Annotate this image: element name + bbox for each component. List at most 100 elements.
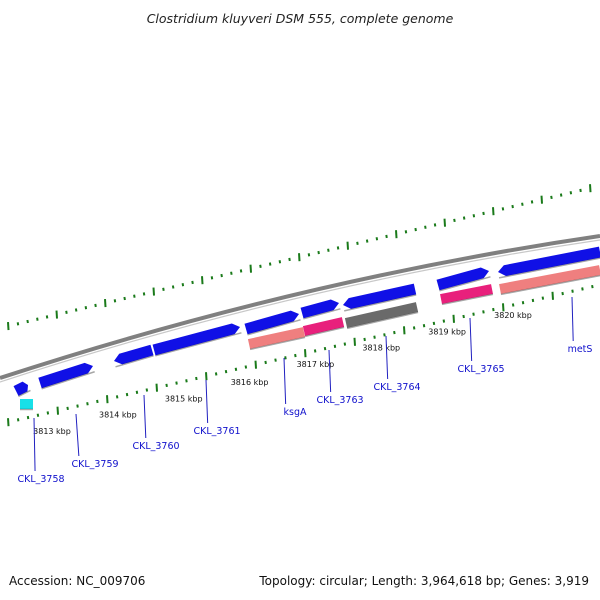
kbp-label: 3818 kbp [362,344,400,353]
tick-mark [171,285,175,289]
tick-mark [239,269,243,273]
gene-ckl-3765-forward [436,267,491,292]
tick-mark [294,353,297,358]
tick-mark [492,207,495,216]
gene-ckl-3758-reverse-body [20,399,33,409]
leader-line [75,413,80,457]
tick-mark [16,322,20,326]
gene-ckl-3764-reverse-body [344,302,419,328]
gene-ckl-3764-forward-body [343,283,417,309]
tick-mark [145,388,149,392]
tick-mark [244,365,248,369]
tick-mark [65,310,68,314]
gene-label-ckl-3763: CKL_3763 [316,395,363,406]
tick-mark [125,392,129,397]
gene-ckl-3759-forward [38,362,95,390]
tick-mark [278,260,282,264]
leader-line [205,379,209,424]
tick-mark [569,191,573,195]
tick-mark [230,271,233,275]
tick-mark [551,291,554,300]
tick-mark [521,202,524,206]
tick-mark [264,360,267,365]
tick-mark [74,308,78,312]
tick-mark [591,284,594,289]
leader-line [328,349,332,393]
gene-ksga-reverse [247,327,306,351]
gene-ckl-3758-forward [13,381,31,398]
gene-features [13,246,600,411]
tick-mark [561,291,564,296]
leader-line [571,296,574,342]
tick-mark [26,319,29,324]
tick-mark [113,299,117,303]
tick-mark [94,303,97,308]
kbp-label: 3815 kbp [165,394,203,403]
tick-mark [298,253,301,262]
gene-mets-forward-body [498,246,600,277]
tick-mark [343,342,347,346]
gene-ckl-3761-forward-body [152,323,240,356]
tick-mark [432,321,436,326]
kbp-label: 3817 kbp [297,360,335,369]
tick-mark [307,253,311,257]
tick-mark [462,216,466,220]
tick-mark [259,264,262,268]
backbone-shadow [0,239,600,383]
tick-mark [393,330,396,335]
tick-mark [433,223,437,227]
tick-mark [123,296,126,301]
gene-ckl-3761-forward [152,323,242,357]
accession-text: Accession: NC_009706 [9,574,145,588]
tick-mark [541,296,545,300]
tick-mark [540,195,543,204]
gene-label-mets: metS [568,344,593,355]
gene-ckl-3758-reverse [20,399,33,411]
gene-ckl-3760-forward [114,344,154,368]
tick-mark [571,289,574,293]
tick-mark [191,280,194,285]
tick-mark [462,314,465,319]
tick-mark [56,406,59,415]
gene-ckl-3763-forward-edge [303,308,341,320]
tick-mark [472,214,476,218]
tick-mark [589,184,592,193]
tick-mark [7,418,10,427]
tick-mark [559,193,563,197]
tick-mark [346,241,349,250]
tick-mark [205,372,208,381]
gene-mets-forward-edge [498,257,600,279]
gene-label-leaders [33,296,574,472]
tick-mark [55,310,58,319]
tick-mark [142,292,146,296]
gene-label-ckl-3758: CKL_3758 [17,474,64,485]
gene-ckl-3758-forward-body [13,381,28,396]
tick-mark [323,346,327,351]
tick-mark [26,415,30,420]
genome-summary-text: Topology: circular; Length: 3,964,618 bp… [258,574,589,588]
gene-ksga-reverse-edge [249,336,306,351]
gene-ckl-3765-reverse-body [440,284,493,304]
tick-mark [492,307,495,312]
gene-ckl-3765-reverse [440,284,494,306]
gene-mets-reverse-edge [500,274,600,296]
tick-mark [482,211,485,216]
kbp-label: 3816 kbp [231,378,269,387]
tick-mark [133,294,136,298]
tick-mark [96,399,99,404]
kbp-scale-labels: 3813 kbp 3814 kbp 3815 kbp 3816 kbp 3817 kbp… [33,311,532,436]
gene-label-ksga: ksgA [284,407,307,418]
tick-mark [46,411,50,415]
tick-mark [165,383,168,388]
tick-mark [501,207,505,211]
tick-mark [424,225,427,229]
tick-mark [511,204,514,209]
gene-ckl-3758-forward-edge [18,389,31,398]
gene-labels: CKL_3758 CKL_3759 CKL_3760 CKL_3761 ksgA CKL_… [17,344,592,485]
gene-mets-reverse-body [499,265,600,294]
tick-mark [453,218,456,223]
tick-mark [104,299,107,308]
tick-mark [550,195,553,200]
tick-mark [36,317,39,321]
